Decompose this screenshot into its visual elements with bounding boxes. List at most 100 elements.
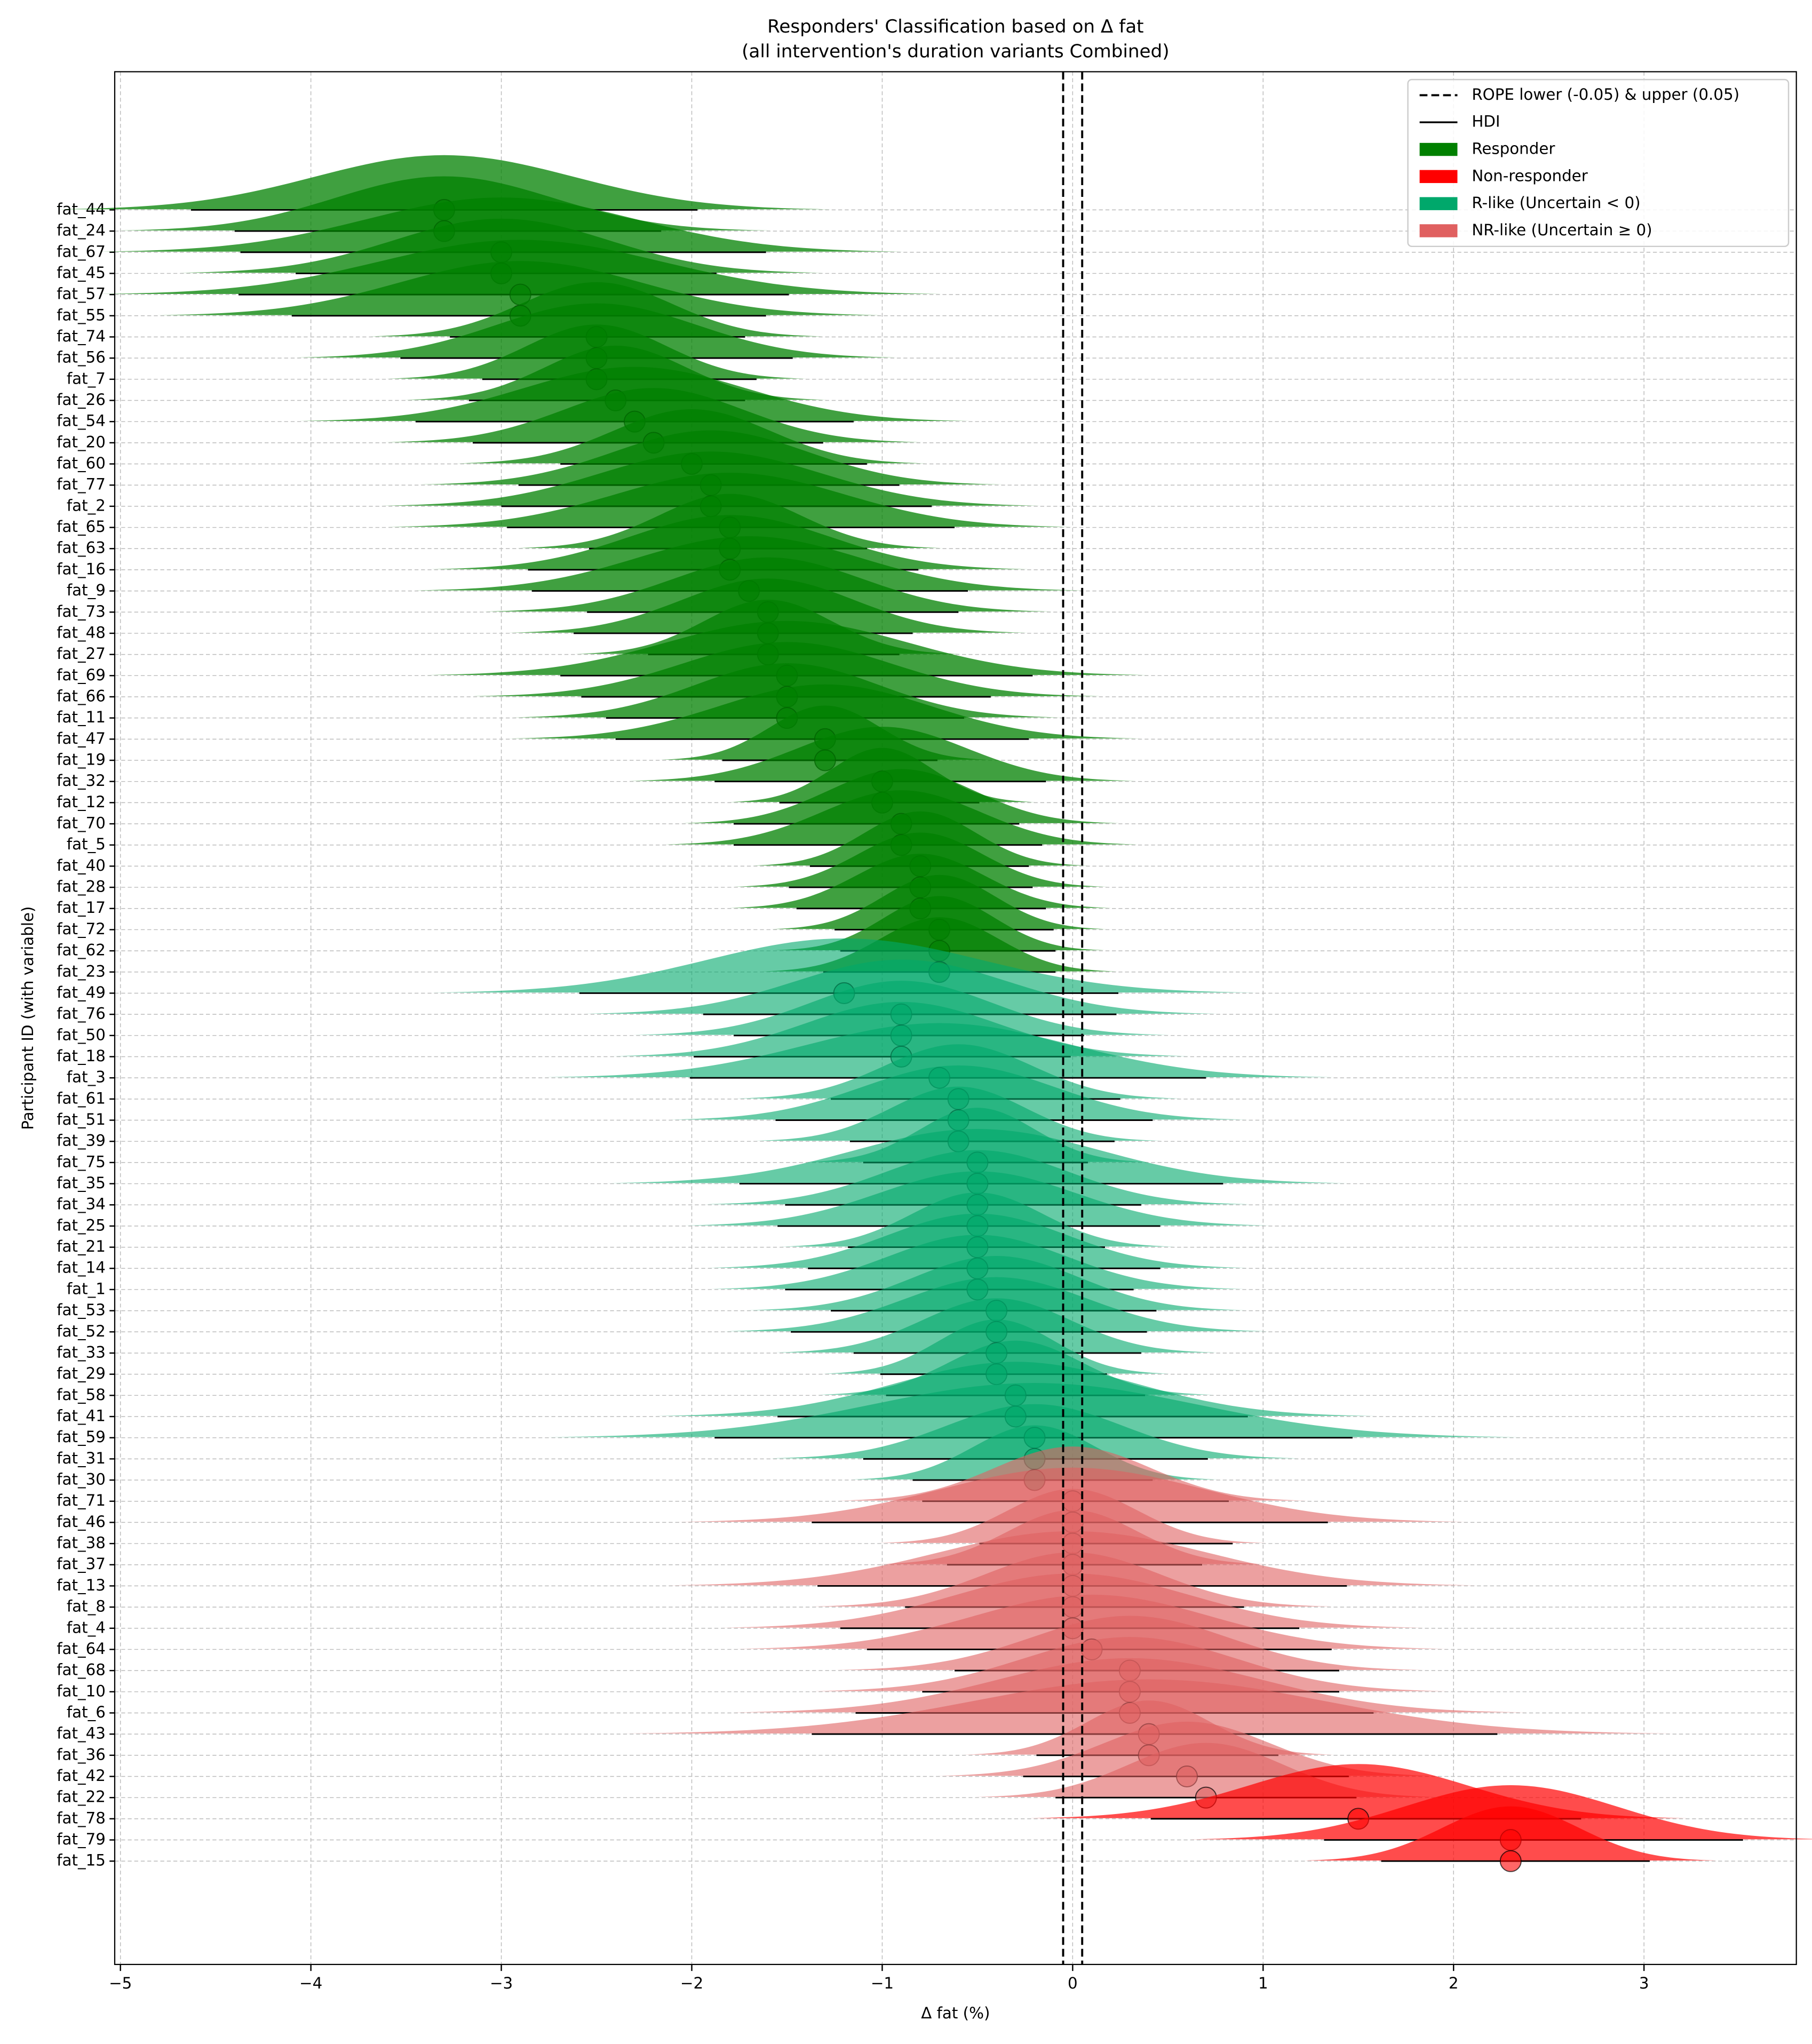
legend-label: Responder xyxy=(1472,140,1555,158)
y-tick-label: fat_38 xyxy=(57,1534,106,1552)
y-tick-label: fat_66 xyxy=(57,687,106,705)
y-tick-label: fat_59 xyxy=(57,1428,106,1446)
y-tick-label: fat_23 xyxy=(57,962,106,980)
y-tick-label: fat_32 xyxy=(57,772,106,790)
y-tick-label: fat_77 xyxy=(57,475,106,494)
y-tick-label: fat_75 xyxy=(57,1152,106,1171)
y-tick-label: fat_22 xyxy=(57,1788,106,1806)
y-tick-label: fat_58 xyxy=(57,1386,106,1404)
y-tick-label: fat_30 xyxy=(57,1470,106,1489)
y-tick-label: fat_56 xyxy=(57,348,106,367)
legend-label: NR-like (Uncertain ≥ 0) xyxy=(1472,221,1652,239)
plot-frame xyxy=(114,71,1797,1966)
y-tick-label: fat_47 xyxy=(57,729,106,747)
y-tick-label: fat_29 xyxy=(57,1364,106,1382)
y-tick-label: fat_27 xyxy=(57,645,106,663)
x-tick-label: 1 xyxy=(1258,1974,1268,1992)
y-tick-label: fat_4 xyxy=(67,1618,106,1636)
y-tick-label: fat_49 xyxy=(57,983,106,1001)
y-tick-label: fat_61 xyxy=(57,1089,106,1107)
x-tick-label: 3 xyxy=(1639,1974,1649,1992)
y-tick-label: fat_19 xyxy=(57,751,106,769)
y-tick-label: fat_63 xyxy=(57,539,106,557)
y-tick-label: fat_16 xyxy=(57,560,106,578)
legend-box xyxy=(1407,78,1790,248)
y-tick-label: fat_6 xyxy=(67,1703,106,1721)
y-tick-label: fat_41 xyxy=(57,1406,106,1425)
y-tick-label: fat_51 xyxy=(57,1110,106,1128)
density xyxy=(385,388,922,442)
y-tick-label: fat_72 xyxy=(57,920,106,938)
y-tick-label: fat_73 xyxy=(57,602,106,621)
x-tick-label: −5 xyxy=(109,1974,132,1992)
y-tick-label: fat_79 xyxy=(57,1830,106,1848)
y-tick-label: fat_33 xyxy=(57,1343,106,1361)
y-tick-label: fat_39 xyxy=(57,1132,106,1150)
legend-swatch xyxy=(1419,170,1458,184)
y-tick-label: fat_31 xyxy=(57,1449,106,1467)
y-tick-label: fat_5 xyxy=(67,835,106,853)
y-tick-label: fat_57 xyxy=(57,285,106,303)
y-tick-label: fat_14 xyxy=(57,1259,106,1277)
y-tick-label: fat_1 xyxy=(67,1279,106,1298)
x-axis-label: Δ fat (%) xyxy=(921,2004,990,2022)
y-tick-label: fat_54 xyxy=(57,412,106,430)
legend-label: ROPE lower (-0.05) & upper (0.05) xyxy=(1472,85,1739,104)
legend-label: HDI xyxy=(1472,113,1500,131)
y-tick-label: fat_15 xyxy=(57,1851,106,1870)
y-tick-label: fat_2 xyxy=(67,496,106,514)
legend-swatch xyxy=(1419,224,1458,237)
x-tick-label: −1 xyxy=(871,1974,894,1992)
legend-swatch xyxy=(1419,142,1458,156)
y-tick-label: fat_25 xyxy=(57,1216,106,1234)
y-tick-label: fat_24 xyxy=(57,221,106,240)
y-tick-label: fat_36 xyxy=(57,1745,106,1763)
y-tick-label: fat_42 xyxy=(57,1767,106,1785)
y-tick-label: fat_48 xyxy=(57,623,106,641)
y-tick-label: fat_28 xyxy=(57,878,106,896)
y-tick-label: fat_62 xyxy=(57,941,106,959)
y-tick-label: fat_67 xyxy=(57,242,106,260)
x-tick-label: −4 xyxy=(299,1974,322,1992)
chart-subtitle: (all intervention's duration variants Co… xyxy=(742,41,1170,62)
y-tick-label: fat_52 xyxy=(57,1322,106,1340)
legend-swatch xyxy=(1419,197,1458,210)
y-tick-label: fat_37 xyxy=(57,1555,106,1573)
y-tick-label: fat_50 xyxy=(57,1025,106,1044)
y-tick-label: fat_13 xyxy=(57,1576,106,1594)
y-tick-label: fat_76 xyxy=(57,1005,106,1023)
y-tick-label: fat_55 xyxy=(57,306,106,324)
y-tick-label: fat_65 xyxy=(57,518,106,536)
y-tick-label: fat_60 xyxy=(57,454,106,472)
y-tick-label: fat_17 xyxy=(57,898,106,917)
y-tick-label: fat_78 xyxy=(57,1809,106,1827)
y-tick-label: fat_11 xyxy=(57,708,106,726)
mean-marker xyxy=(1499,1850,1522,1872)
x-tick-label: 2 xyxy=(1449,1974,1459,1992)
x-tick-label: 0 xyxy=(1068,1974,1078,1992)
x-tick-label: −3 xyxy=(490,1974,513,1992)
density xyxy=(432,938,1257,993)
density xyxy=(1305,1806,1716,1861)
chart-title: Responders' Classification based on Δ fa… xyxy=(767,16,1143,37)
density xyxy=(157,261,884,315)
y-tick-label: fat_34 xyxy=(57,1195,106,1213)
y-tick-label: fat_20 xyxy=(57,433,106,451)
y-tick-label: fat_70 xyxy=(57,814,106,832)
y-tick-label: fat_45 xyxy=(57,264,106,282)
y-tick-label: fat_35 xyxy=(57,1174,106,1192)
y-tick-label: fat_43 xyxy=(57,1724,106,1743)
y-tick-label: fat_9 xyxy=(67,581,106,599)
legend-label: R-like (Uncertain < 0) xyxy=(1472,194,1640,212)
y-tick-label: fat_8 xyxy=(67,1597,106,1616)
legend-label: Non-responder xyxy=(1472,166,1588,185)
y-tick-label: fat_74 xyxy=(57,327,106,345)
y-tick-label: fat_46 xyxy=(57,1513,106,1531)
y-tick-label: fat_69 xyxy=(57,666,106,684)
y-tick-label: fat_7 xyxy=(67,369,106,387)
y-axis-label: Participant ID (with variable) xyxy=(19,906,37,1130)
y-tick-label: fat_26 xyxy=(57,391,106,409)
y-tick-label: fat_40 xyxy=(57,856,106,874)
y-tick-label: fat_71 xyxy=(57,1491,106,1509)
